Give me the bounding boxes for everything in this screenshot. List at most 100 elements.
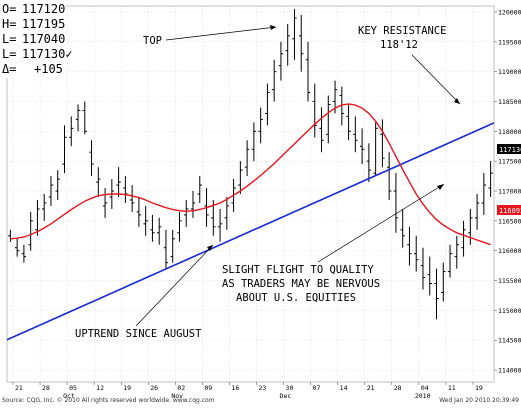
annotation-top: TOP xyxy=(143,35,162,47)
ohlc-bar xyxy=(474,194,480,230)
price-bars xyxy=(8,8,493,320)
x-tick-label: 21 xyxy=(15,384,23,392)
annotations: TOP KEY RESISTANCE 118'12 SLIGHT FLIGHT … xyxy=(75,25,461,340)
y-tick-label: 118000 xyxy=(498,128,521,136)
ohlc-bar xyxy=(488,161,493,197)
ohlc-bar xyxy=(420,247,426,290)
x-tick-label: 28 xyxy=(394,384,402,392)
ohlc-bar xyxy=(447,244,453,278)
annotation-resistance-arrowhead xyxy=(454,98,460,104)
ohlc-bar xyxy=(271,59,277,102)
plot-frame xyxy=(6,5,495,383)
y-tick-label: 116000 xyxy=(498,247,521,255)
ohlc-bar xyxy=(461,220,466,257)
ohlc-bar xyxy=(150,214,155,242)
annotation-flight-line2: AS TRADERS MAY BE NERVOUS xyxy=(222,278,380,290)
ohlc-bar xyxy=(366,143,372,183)
overlay-lines xyxy=(7,103,494,341)
last-value: 117130✓ xyxy=(22,47,73,61)
y-tick-label: 114000 xyxy=(498,367,521,375)
footer-timestamp: Wed Jan 20 2010 20:39:49 xyxy=(439,397,519,404)
annotation-resistance-arrow xyxy=(411,54,461,105)
ohlc-bar xyxy=(251,122,257,162)
ohlc-bar xyxy=(163,229,169,269)
change-value: +105 xyxy=(34,62,63,76)
y-tick-label: 117500 xyxy=(498,158,521,166)
open-value: 117120 xyxy=(22,2,65,16)
x-tick-label: 14 xyxy=(340,384,348,392)
ohlc-bar xyxy=(177,211,182,242)
footer-source: Source: CQG, Inc. © 2010 All rights rese… xyxy=(2,397,215,404)
ohlc-bar xyxy=(129,185,135,212)
annotation-flight-line1: SLIGHT FLIGHT TO QUALITY xyxy=(222,264,374,276)
annotation-resistance-line2: 118'12 xyxy=(380,39,418,51)
annotation-uptrend-arrow xyxy=(135,244,214,327)
trendline xyxy=(7,122,494,341)
ohlc-bar xyxy=(258,107,263,144)
x-tick-label: 30 xyxy=(286,384,294,392)
ohlc-bar xyxy=(244,140,250,177)
ohlc-bar xyxy=(75,104,81,132)
ohlc-bar xyxy=(339,86,345,126)
ohlc-bar xyxy=(224,196,230,230)
ohlc-bar xyxy=(292,8,297,60)
ohlc-bar xyxy=(441,262,446,302)
last-price-tag-text: 117130 xyxy=(499,146,521,154)
ohlc-bar xyxy=(285,23,290,66)
last-label: L= xyxy=(2,47,16,61)
ohlc-bar xyxy=(481,173,487,215)
x-tick-label: 09 xyxy=(204,384,212,392)
x-tick-label: 04 xyxy=(421,384,429,392)
y-tick-label: 119500 xyxy=(498,38,521,46)
ohlc-bar xyxy=(326,95,331,144)
last-price-tag xyxy=(497,144,521,154)
annotation-resistance-line1: KEY RESISTANCE xyxy=(358,25,447,37)
ohlc-bar xyxy=(170,229,175,263)
ohlc-bar xyxy=(8,229,13,242)
ohlc-bar xyxy=(359,128,365,165)
ohlc-bar xyxy=(414,235,419,272)
ma-price-tag xyxy=(497,205,521,215)
moving-average-line xyxy=(10,103,491,246)
ohlc-bar xyxy=(96,167,101,197)
ohlc-bar xyxy=(42,194,47,221)
ohlc-bar xyxy=(14,238,20,257)
ohlc-bar xyxy=(197,176,202,203)
ohlc-bar xyxy=(434,268,439,320)
ohlc-bar xyxy=(136,196,142,227)
ohlc-bar xyxy=(217,208,223,242)
axes: 114000 114500 115000 115500 116000 116500 1170… xyxy=(12,8,521,400)
y-tick-label: 115000 xyxy=(498,307,521,315)
open-label: O= xyxy=(2,2,16,16)
y-tick-label: 115500 xyxy=(498,277,521,285)
annotation-uptrend-arrowhead xyxy=(207,245,213,251)
high-label: H= xyxy=(2,17,16,31)
ohlc-bar xyxy=(407,226,412,266)
x-tick-label: 02 xyxy=(177,384,185,392)
y-tick-label: 114500 xyxy=(498,337,521,345)
ohlc-bar xyxy=(380,119,385,168)
x-tick-label: 23 xyxy=(259,384,267,392)
y-tick-label: 117000 xyxy=(498,188,521,196)
x-tick-label: 07 xyxy=(313,384,321,392)
ohlc-bar xyxy=(21,244,27,263)
ohlc-bar xyxy=(35,199,40,236)
ohlc-bar xyxy=(468,208,473,245)
ma-price-tag-text: 116092 xyxy=(499,207,521,215)
ohlc-bar xyxy=(427,256,432,296)
ohlc-bar xyxy=(353,116,358,153)
annotation-uptrend: UPTREND SINCE AUGUST xyxy=(75,328,202,340)
y-tick-label: 116500 xyxy=(498,217,521,225)
ohlc-bar xyxy=(116,167,121,197)
low-value: 117040 xyxy=(22,32,65,46)
ohlc-bar xyxy=(278,41,284,81)
annotation-flight-line3: ABOUT U.S. EQUITIES xyxy=(236,292,356,304)
annotation-flight-arrowhead xyxy=(437,184,444,190)
ohlc-bar xyxy=(28,211,33,251)
x-tick-label: 21 xyxy=(367,384,375,392)
y-tick-label: 120000 xyxy=(498,8,521,16)
ohlc-bar xyxy=(393,173,399,233)
ohlc-bar xyxy=(82,101,87,135)
